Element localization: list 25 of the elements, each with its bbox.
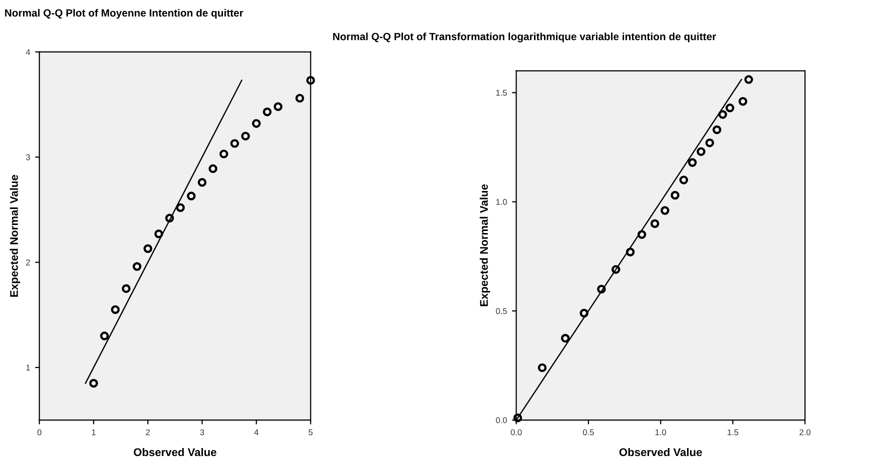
y-tick-label: 1.0 <box>496 198 507 205</box>
chart-title: Normal Q-Q Plot of Transformation logarithmique variable intention de quitter <box>333 32 716 42</box>
x-tick-label: 2 <box>146 429 150 436</box>
x-tick-label: 0.0 <box>510 429 522 436</box>
x-tick-label: 2.0 <box>800 429 810 436</box>
y-tick-label: 1 <box>26 364 30 371</box>
x-tick-label: 0 <box>37 429 42 436</box>
y-tick-label: 2 <box>26 260 30 266</box>
y-tick-label: 4 <box>26 49 30 55</box>
x-tick-label: 5 <box>308 429 313 436</box>
x-tick-label: 0.5 <box>582 429 594 436</box>
x-axis-title: Observed Value <box>619 448 702 456</box>
x-tick-label: 1 <box>92 429 96 436</box>
x-tick-label: 4 <box>254 429 258 436</box>
y-tick-label: 1.5 <box>496 90 507 96</box>
y-tick-label: 3 <box>26 154 30 160</box>
x-axis-title: Observed Value <box>134 448 216 456</box>
y-tick-label: 0.0 <box>496 417 507 424</box>
chart-title: Normal Q-Q Plot of Moyenne Intention de quitter <box>5 8 244 19</box>
x-tick-label: 3 <box>200 429 204 436</box>
x-tick-label: 1.0 <box>655 429 666 436</box>
x-tick-label: 1.5 <box>728 429 738 436</box>
y-axis-title: Expected Normal Value <box>480 184 490 306</box>
y-axis-title: Expected Normal Value <box>10 174 20 297</box>
y-tick-label: 0.5 <box>496 308 507 314</box>
